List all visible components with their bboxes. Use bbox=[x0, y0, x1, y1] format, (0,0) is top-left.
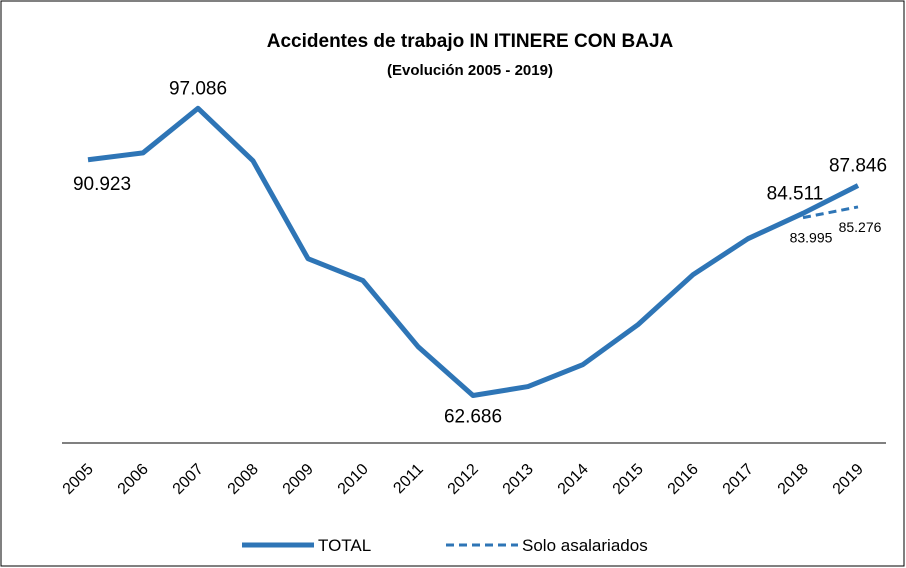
data-label: 97.086 bbox=[169, 78, 227, 99]
line-series bbox=[802, 205, 859, 220]
data-label: 84.511 bbox=[767, 183, 824, 204]
chart-subtitle: (Evolución 2005 - 2019) bbox=[387, 62, 553, 79]
chart-title: Accidentes de trabajo IN ITINERE CON BAJ… bbox=[267, 31, 674, 52]
legend-label: TOTAL bbox=[318, 536, 371, 555]
data-label: 62.686 bbox=[444, 407, 502, 428]
data-label: 87.846 bbox=[829, 155, 887, 176]
line-series bbox=[87, 105, 860, 399]
legend-label: Solo asalariados bbox=[522, 536, 648, 555]
data-label: 85.276 bbox=[839, 219, 882, 235]
data-label: 83.995 bbox=[790, 230, 833, 246]
data-label: 90.923 bbox=[73, 174, 131, 195]
